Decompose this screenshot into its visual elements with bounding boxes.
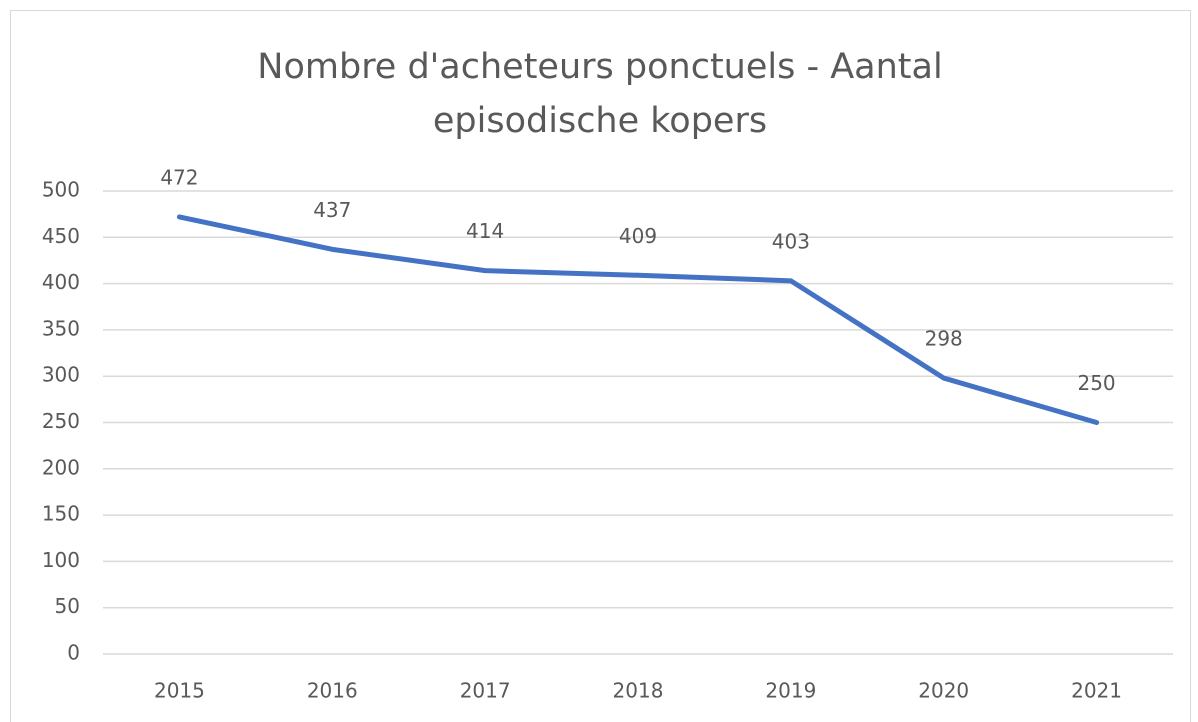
y-tick-label: 100 [42, 548, 80, 572]
x-tick-label: 2021 [1071, 679, 1122, 703]
x-tick-label: 2016 [307, 679, 358, 703]
x-tick-label: 2018 [613, 679, 664, 703]
y-tick-label: 400 [42, 270, 80, 294]
data-label: 409 [619, 224, 657, 248]
y-tick-label: 250 [42, 409, 80, 433]
x-tick-label: 2017 [460, 679, 511, 703]
x-tick-label: 2019 [765, 679, 816, 703]
x-tick-label: 2020 [918, 679, 969, 703]
data-label: 298 [925, 327, 963, 351]
y-tick-label: 150 [42, 502, 80, 526]
data-label: 403 [772, 229, 810, 253]
data-label: 472 [160, 165, 198, 189]
y-tick-label: 450 [42, 224, 80, 248]
x-tick-label: 2015 [154, 679, 205, 703]
chart-title: Nombre d'acheteurs ponctuels - Aantal ep… [257, 47, 943, 141]
data-label: 437 [313, 198, 351, 222]
y-tick-label: 500 [42, 178, 80, 202]
data-label: 414 [466, 219, 504, 243]
data-label: 250 [1077, 371, 1115, 395]
y-tick-label: 200 [42, 455, 80, 479]
line-series [176, 214, 1100, 425]
y-tick-label: 350 [42, 316, 80, 340]
chart-border [10, 10, 1191, 722]
y-tick-label: 50 [55, 594, 80, 618]
y-tick-label: 300 [42, 363, 80, 387]
y-tick-label: 0 [67, 641, 80, 665]
